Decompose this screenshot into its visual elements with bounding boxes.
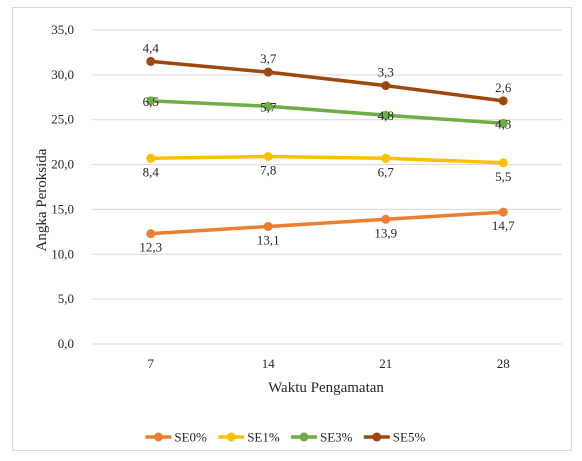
legend: SE0% SE1% SE3% SE5% [145, 430, 425, 445]
data-label: 4,3 [495, 116, 511, 131]
legend-label: SE0% [174, 430, 207, 445]
data-label: 6,7 [378, 164, 395, 179]
y-axis-ticks: 0,0 5,0 10,0 15,0 20,0 25,0 30,0 35,0 [51, 22, 74, 351]
y-tick-label: 35,0 [51, 22, 74, 37]
legend-item: SE1% [218, 430, 280, 445]
data-point [263, 151, 273, 161]
x-axis-title: Waktu Pengamatan [268, 380, 384, 396]
legend-marker [299, 432, 309, 442]
y-tick-label: 20,0 [51, 157, 74, 172]
y-tick-label: 30,0 [51, 67, 74, 82]
data-label: 3,7 [260, 51, 277, 66]
data-label: 12,3 [139, 240, 162, 255]
data-point [498, 207, 508, 217]
legend-marker [226, 432, 236, 442]
legend-marker [372, 432, 382, 442]
data-point [381, 81, 391, 91]
data-point [498, 118, 508, 128]
data-label: 2,6 [495, 80, 512, 95]
legend-label: SE5% [393, 430, 426, 445]
series-group [146, 56, 508, 239]
x-tick-label: 7 [148, 356, 155, 371]
y-tick-label: 10,0 [51, 246, 74, 261]
data-label: 4,8 [378, 108, 394, 123]
x-tick-label: 21 [379, 356, 392, 371]
legend-item: SE5% [363, 430, 426, 445]
grid-lines [92, 29, 562, 345]
data-labels: 12,3 13,1 13,9 14,7 8,4 7,8 6,7 5,5 6,5 5,7 4,8 4,3… [139, 40, 515, 254]
data-label: 5,7 [260, 99, 277, 114]
data-point [381, 110, 391, 120]
y-tick-label: 15,0 [51, 201, 74, 216]
data-label: 3,3 [378, 65, 394, 80]
chart-frame [12, 7, 572, 451]
y-tick-label: 25,0 [51, 112, 74, 127]
legend-label: SE3% [320, 430, 353, 445]
data-point [263, 67, 273, 77]
data-point [498, 158, 508, 168]
x-axis-ticks: 7 14 21 28 [148, 356, 510, 371]
data-label: 6,5 [143, 94, 159, 109]
legend-label: SE1% [247, 430, 280, 445]
data-point [146, 229, 156, 239]
data-label: 8,4 [143, 164, 160, 179]
data-point [263, 101, 273, 111]
x-tick-label: 14 [262, 356, 276, 371]
data-label: 4,4 [143, 40, 160, 55]
legend-item: SE3% [291, 430, 353, 445]
series-line [149, 210, 505, 236]
data-point [146, 96, 156, 106]
legend-item: SE0% [145, 430, 207, 445]
data-label: 7,8 [260, 162, 276, 177]
y-axis-title: Angka Peroksida [34, 148, 50, 251]
x-tick-label: 28 [497, 356, 510, 371]
data-point [498, 96, 508, 106]
data-label: 14,7 [492, 218, 515, 233]
data-point [381, 153, 391, 163]
series-line [149, 99, 505, 126]
y-tick-label: 0,0 [58, 336, 74, 351]
data-point [263, 221, 273, 231]
data-point [146, 56, 156, 66]
series-line [149, 154, 505, 165]
legend-marker [153, 432, 163, 442]
data-point [381, 214, 391, 224]
y-tick-label: 5,0 [58, 291, 74, 306]
data-label: 13,9 [374, 225, 397, 240]
data-label: 5,5 [495, 169, 511, 184]
data-label: 13,1 [257, 232, 280, 247]
series-line [149, 59, 505, 103]
data-point [146, 153, 156, 163]
